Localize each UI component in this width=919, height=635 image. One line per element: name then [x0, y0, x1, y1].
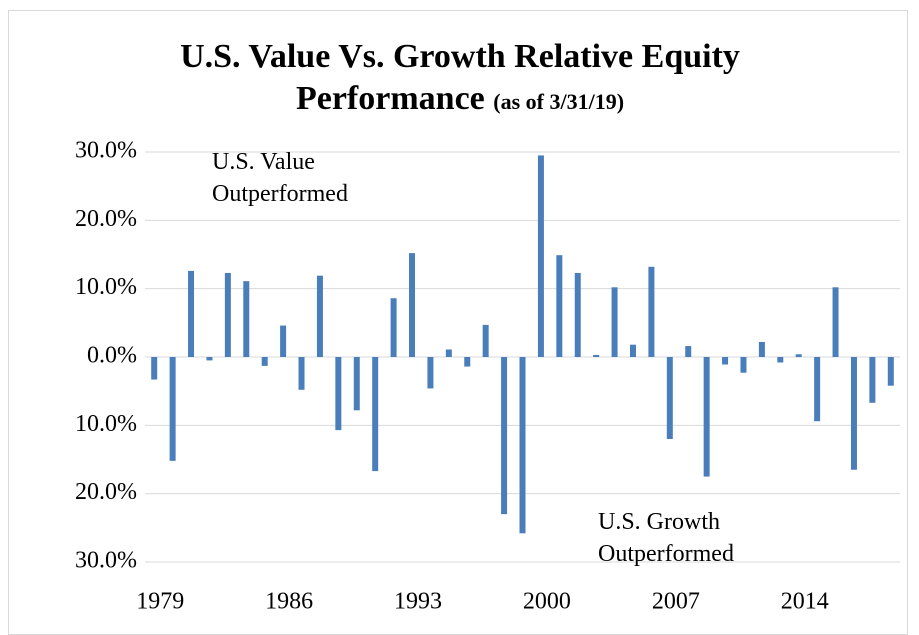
chart-title: U.S. Value Vs. Growth Relative Equity Pe… [180, 38, 740, 117]
bar [353, 357, 360, 411]
bar [703, 357, 710, 477]
chart-title-block: U.S. Value Vs. Growth Relative Equity Pe… [140, 36, 780, 123]
bar [629, 344, 636, 357]
bar [795, 354, 802, 357]
bar [445, 349, 452, 357]
bar [814, 357, 821, 422]
annotation-line: Outperformed [598, 541, 734, 567]
bar [740, 357, 747, 373]
bar [169, 357, 176, 461]
bar [261, 357, 268, 366]
bar [850, 357, 857, 470]
x-tick-label: 2000 [523, 589, 571, 615]
y-tick-label: 10.0% [75, 411, 137, 437]
y-tick-label: 20.0% [75, 479, 137, 505]
bar [777, 357, 784, 363]
bar [316, 275, 323, 357]
bar [243, 281, 250, 357]
bar [151, 357, 158, 380]
bar [372, 357, 379, 472]
y-tick-label: 20.0% [75, 206, 137, 232]
bar [685, 346, 692, 357]
bar [280, 325, 287, 357]
bar [537, 155, 544, 357]
bar [574, 272, 581, 357]
bar [519, 357, 526, 534]
annotation-line: U.S. Value [212, 149, 315, 175]
bar [298, 357, 305, 390]
bar [482, 324, 489, 357]
x-tick-label: 1979 [136, 589, 184, 615]
bar [593, 354, 600, 357]
bar [188, 270, 195, 357]
bar [832, 287, 839, 357]
bar [206, 357, 213, 361]
bar [887, 357, 894, 386]
y-tick-label: 30.0% [75, 548, 137, 574]
bar [464, 357, 471, 367]
annotation-line: Outperformed [212, 181, 348, 207]
bar [427, 357, 434, 389]
bar [224, 272, 231, 357]
bar [666, 357, 673, 439]
annotation: U.S. Growth Outperformed [598, 509, 734, 567]
bar [409, 253, 416, 357]
bar [648, 266, 655, 357]
x-tick-label: 1986 [265, 589, 313, 615]
y-tick-label: 0.0% [87, 343, 137, 369]
bar [390, 298, 397, 357]
annotation: U.S. Value Outperformed [212, 149, 348, 207]
x-tick-label: 2007 [652, 589, 700, 615]
bar [722, 357, 729, 365]
x-tick-label: 1993 [394, 589, 442, 615]
bar [556, 255, 563, 357]
bar [335, 357, 342, 431]
bar [501, 357, 508, 515]
y-tick-label: 10.0% [75, 274, 137, 300]
annotation-line: U.S. Growth [598, 509, 720, 535]
chart-subtitle: (as of 3/31/19) [493, 89, 625, 114]
bar [758, 341, 765, 357]
bar [869, 357, 876, 403]
y-tick-label: 30.0% [75, 138, 137, 164]
bar [611, 287, 618, 357]
x-tick-label: 2014 [781, 589, 829, 615]
